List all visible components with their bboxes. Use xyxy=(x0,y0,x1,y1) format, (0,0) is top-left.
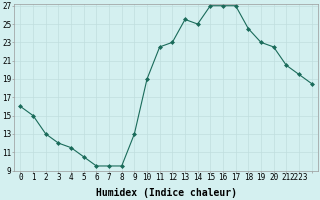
X-axis label: Humidex (Indice chaleur): Humidex (Indice chaleur) xyxy=(95,188,236,198)
